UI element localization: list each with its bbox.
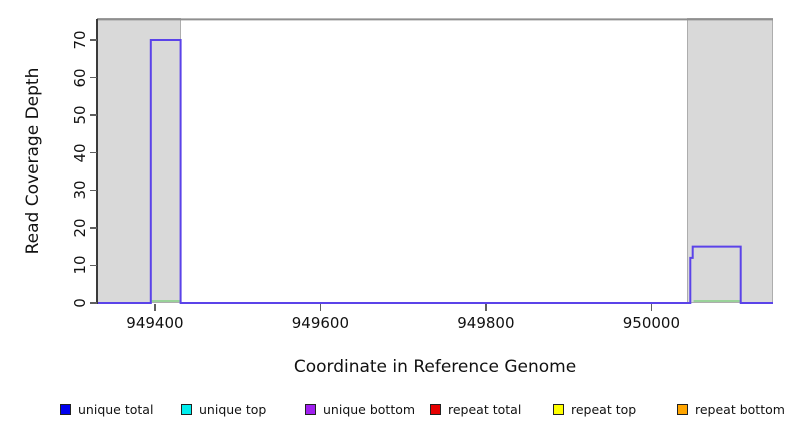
y-tick <box>90 264 97 267</box>
masked-region <box>686 18 773 303</box>
y-tick <box>90 302 97 304</box>
x-tick <box>154 304 156 311</box>
y-tick <box>90 151 97 154</box>
y-tick-label: 20 <box>71 218 89 238</box>
masked-region <box>97 18 181 303</box>
y-tick-label: 30 <box>71 180 89 200</box>
legend-swatch-icon <box>430 403 441 415</box>
legend-label: repeat bottom <box>695 401 785 417</box>
y-axis-title: Read Coverage Depth <box>23 67 43 255</box>
legend-item-repeat-total: repeat total <box>430 401 522 417</box>
y-tick <box>90 39 97 41</box>
coverage-line <box>97 39 773 304</box>
y-tick-label: 0 <box>71 298 89 308</box>
legend: unique total unique top unique bottom repea… <box>0 402 792 418</box>
x-tick-label: 949800 <box>457 314 515 332</box>
y-tick-label: 50 <box>71 105 89 125</box>
legend-label: unique bottom <box>323 401 416 417</box>
x-tick-label: 950000 <box>622 314 680 332</box>
legend-item-unique-total: unique total <box>60 401 154 417</box>
x-tick <box>485 304 487 311</box>
x-tick <box>650 304 653 311</box>
y-tick-label: 10 <box>71 255 89 275</box>
legend-swatch-icon <box>677 403 688 415</box>
legend-label: unique top <box>199 401 267 417</box>
legend-swatch-icon <box>181 403 192 415</box>
y-axis-line <box>96 19 98 304</box>
legend-swatch-icon <box>553 403 564 415</box>
y-tick-label: 70 <box>71 30 89 50</box>
legend-label: repeat total <box>448 401 522 417</box>
x-tick <box>319 304 322 311</box>
legend-item-unique-top: unique top <box>181 401 267 417</box>
y-tick <box>90 76 97 79</box>
x-tick-label: 949400 <box>126 314 184 332</box>
legend-item-unique-bottom: unique bottom <box>305 401 416 417</box>
legend-swatch-icon <box>60 403 71 415</box>
y-tick <box>90 227 97 229</box>
legend-swatch-icon <box>305 403 316 415</box>
legend-label: repeat top <box>571 401 637 417</box>
x-tick-label: 949600 <box>291 314 350 332</box>
legend-label: unique total <box>78 401 154 417</box>
x-axis-title: Coordinate in Reference Genome <box>293 357 577 377</box>
y-tick-label: 40 <box>71 143 89 163</box>
y-tick-label: 60 <box>71 68 89 88</box>
legend-item-repeat-bottom: repeat bottom <box>677 401 785 417</box>
y-tick <box>90 189 97 192</box>
legend-item-repeat-top: repeat top <box>553 401 637 417</box>
y-tick <box>90 114 97 116</box>
